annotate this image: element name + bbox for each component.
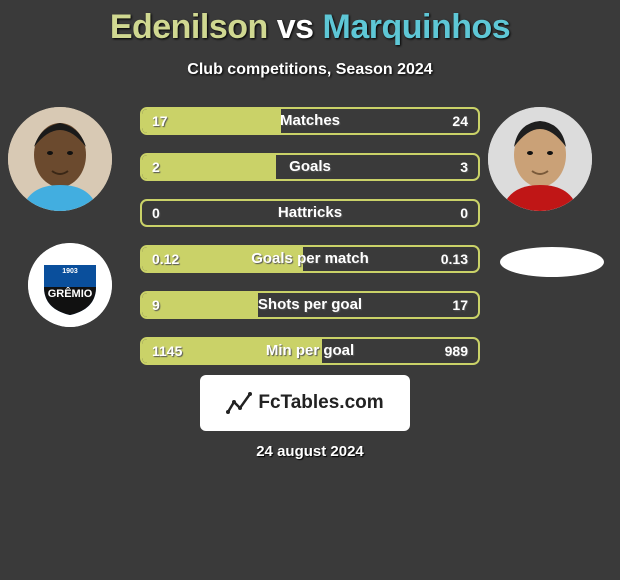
stat-value-right: 24 (452, 109, 468, 133)
stats-bars: 17Matches242Goals30Hattricks00.12Goals p… (140, 107, 480, 383)
player1-club-badge: 1903 GRÊMIO (28, 243, 112, 327)
stat-value-right: 17 (452, 293, 468, 317)
stat-row: 2Goals3 (140, 153, 480, 181)
svg-text:GRÊMIO: GRÊMIO (48, 287, 93, 300)
comparison-date: 24 august 2024 (0, 443, 620, 460)
stat-row: 0Hattricks0 (140, 199, 480, 227)
svg-text:1903: 1903 (62, 268, 78, 275)
stat-row: 0.12Goals per match0.13 (140, 245, 480, 273)
player2-avatar (488, 107, 592, 211)
branding-label: FcTables.com (258, 392, 383, 414)
stat-label: Shots per goal (142, 293, 478, 317)
stat-label: Goals (142, 155, 478, 179)
stat-value-right: 3 (460, 155, 468, 179)
subtitle: Club competitions, Season 2024 (0, 61, 620, 79)
stat-label: Matches (142, 109, 478, 133)
comparison-canvas: 1903 GRÊMIO 17Matches242Goals30Hattricks… (0, 79, 620, 479)
title-vs: vs (277, 8, 314, 46)
player2-face-icon (488, 107, 592, 211)
title-player1: Edenilson (110, 8, 268, 46)
stat-row: 17Matches24 (140, 107, 480, 135)
title-player2: Marquinhos (323, 8, 511, 46)
gremio-badge-icon: 1903 GRÊMIO (28, 243, 112, 327)
stat-label: Min per goal (142, 339, 478, 363)
title: Edenilson vs Marquinhos (0, 0, 620, 47)
player1-face-icon (8, 107, 112, 211)
stat-label: Hattricks (142, 201, 478, 225)
stat-label: Goals per match (142, 247, 478, 271)
branding-box: FcTables.com (200, 375, 410, 431)
stat-value-right: 989 (445, 339, 468, 363)
stat-value-right: 0.13 (441, 247, 468, 271)
player1-avatar (8, 107, 112, 211)
player2-club-badge (500, 247, 604, 277)
fctables-logo-icon (226, 390, 252, 416)
stat-value-right: 0 (460, 201, 468, 225)
stat-row: 9Shots per goal17 (140, 291, 480, 319)
stat-row: 1145Min per goal989 (140, 337, 480, 365)
